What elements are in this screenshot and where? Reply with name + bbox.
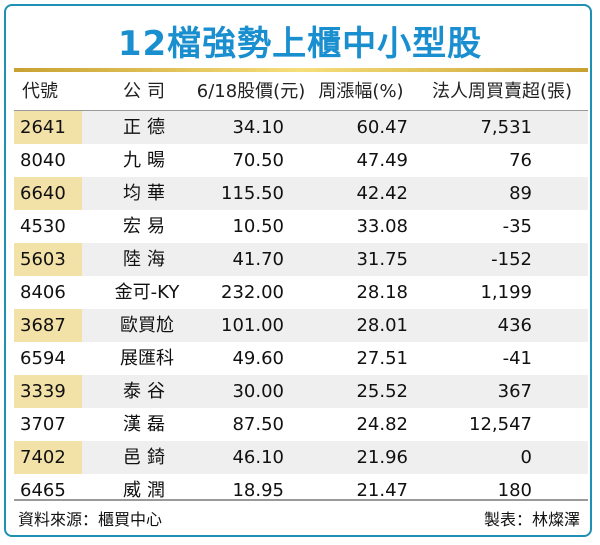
cell-net-buy: 0 [520,447,532,468]
cell-company: 宏易 [123,216,171,237]
header-company: 公司 [123,81,171,102]
cell-change: 33.08 [356,216,408,237]
title-divider [14,68,588,72]
table-row: 3707 漢磊 87.50 24.82 12,547 [14,408,588,441]
cell-price: 46.10 [232,447,284,468]
cell-net-buy: 89 [509,183,532,204]
stock-table: 代號 公司 6/18股價(元) 周漲幅(%) 法人周買賣超(張) 2641 正德 3… [14,74,588,507]
cell-change: 28.01 [356,315,408,336]
cell-code: 5603 [14,243,82,276]
table-row: 5603 陸海 41.70 31.75 -152 [14,243,588,276]
table-row: 8406 金可-KY 232.00 28.18 1,199 [14,276,588,309]
cell-net-buy: 180 [497,480,532,501]
header-rule [14,110,588,111]
cell-price: 18.95 [232,480,284,501]
table-body: 2641 正德 34.10 60.47 7,531 8040 九暘 70.50 47.49 76 6… [14,111,588,507]
source-note: 資料來源：櫃買中心 [18,510,163,529]
header-change: 周漲幅(%) [318,81,404,102]
cell-change: 31.75 [356,249,408,270]
table-header: 代號 公司 6/18股價(元) 周漲幅(%) 法人周買賣超(張) [14,74,588,110]
cell-net-buy: 1,199 [480,282,532,303]
cell-company: 金可-KY [114,282,180,303]
header-price: 6/18股價(元) [196,81,306,102]
table-row: 6640 均華 115.50 42.42 89 [14,177,588,210]
cell-code: 2641 [14,111,82,144]
cell-net-buy: -41 [502,348,532,369]
table-row: 3687 歐買尬 101.00 28.01 436 [14,309,588,342]
cell-change: 27.51 [356,348,408,369]
cell-price: 232.00 [221,282,284,303]
cell-price: 101.00 [221,315,284,336]
table-row: 3339 泰谷 30.00 25.52 367 [14,375,588,408]
cell-net-buy: 12,547 [469,414,532,435]
cell-change: 47.49 [356,150,408,171]
table-row: 6465 威潤 18.95 21.47 180 [14,474,588,507]
cell-price: 30.00 [232,381,284,402]
cell-change: 21.47 [356,480,408,501]
cell-change: 24.82 [356,414,408,435]
cell-company: 邑錡 [123,447,171,468]
header-code: 代號 [22,81,58,102]
cell-code: 8040 [20,150,66,171]
cell-net-buy: -35 [502,216,532,237]
cell-company: 展匯科 [120,348,174,369]
cell-price: 34.10 [232,117,284,138]
cell-net-buy: -152 [491,249,532,270]
cell-code: 6465 [20,480,66,501]
cell-change: 21.96 [356,447,408,468]
cell-code: 3687 [14,309,82,342]
cell-company: 陸海 [123,249,171,270]
cell-price: 49.60 [232,348,284,369]
cell-change: 28.18 [356,282,408,303]
chart-title: 12檔強勢上櫃中小型股 [117,24,483,64]
cell-company: 九暘 [123,150,171,171]
cell-net-buy: 7,531 [480,117,532,138]
cell-price: 10.50 [232,216,284,237]
table-row: 8040 九暘 70.50 47.49 76 [14,144,588,177]
cell-company: 漢磊 [123,414,171,435]
cell-code: 3707 [20,414,66,435]
cell-change: 60.47 [356,117,408,138]
cell-net-buy: 76 [509,150,532,171]
footer-divider [14,499,588,501]
cell-code: 6640 [14,177,82,210]
cell-net-buy: 436 [497,315,532,336]
cell-code: 6594 [20,348,66,369]
cell-company: 正德 [123,117,171,138]
cell-company: 歐買尬 [120,315,174,336]
cell-change: 25.52 [356,381,408,402]
cell-code: 4530 [20,216,66,237]
cell-price: 87.50 [232,414,284,435]
maker-note: 製表：林燦澤 [483,510,580,529]
cell-company: 泰谷 [123,381,171,402]
cell-price: 115.50 [221,183,284,204]
table-row: 2641 正德 34.10 60.47 7,531 [14,111,588,144]
cell-company: 均華 [123,183,171,204]
table-row: 6594 展匯科 49.60 27.51 -41 [14,342,588,375]
cell-code: 8406 [20,282,66,303]
cell-company: 威潤 [123,480,171,501]
cell-net-buy: 367 [497,381,532,402]
table-row: 7402 邑錡 46.10 21.96 0 [14,441,588,474]
header-net-buy: 法人周買賣超(張) [431,81,573,102]
cell-price: 70.50 [232,150,284,171]
cell-change: 42.42 [356,183,408,204]
cell-code: 3339 [14,375,82,408]
table-row: 4530 宏易 10.50 33.08 -35 [14,210,588,243]
cell-price: 41.70 [232,249,284,270]
cell-code: 7402 [14,441,82,474]
